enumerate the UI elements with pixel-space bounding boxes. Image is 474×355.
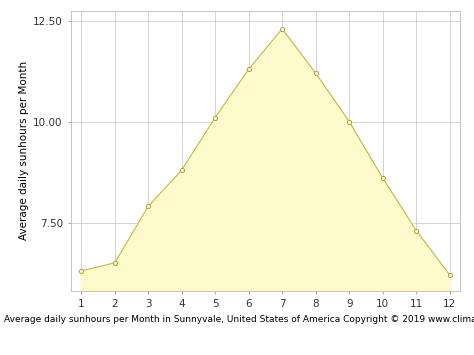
Y-axis label: Average daily sunhours per Month: Average daily sunhours per Month xyxy=(19,61,29,240)
X-axis label: Average daily sunhours per Month in Sunnyvale, United States of America Copyrigh: Average daily sunhours per Month in Sunn… xyxy=(4,315,474,324)
